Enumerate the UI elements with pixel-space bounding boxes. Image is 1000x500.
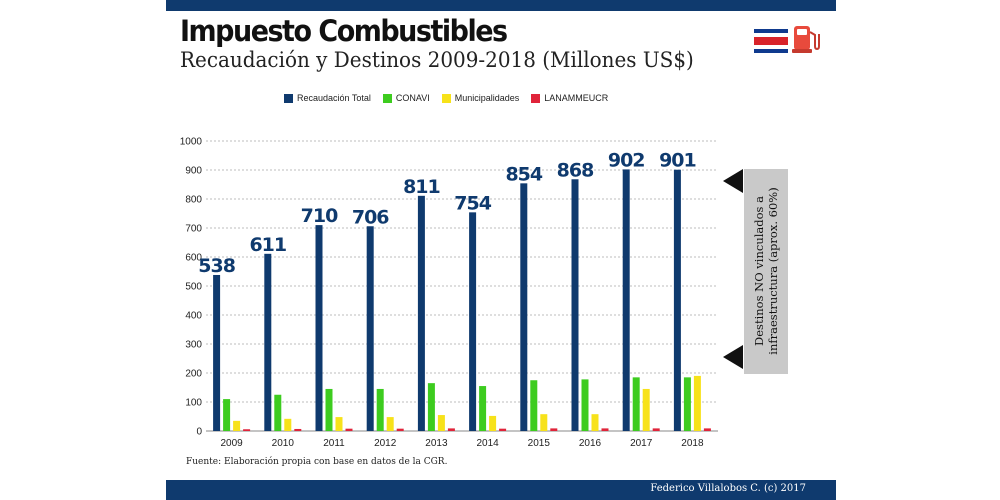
x-tick-label: 2014 [476, 438, 499, 449]
data-label: 901 [659, 150, 696, 172]
x-tick-label: 2011 [323, 438, 345, 449]
bar-conavi [479, 386, 487, 431]
bar-lanammeucr [652, 428, 660, 431]
bar-lanammeucr [703, 428, 711, 431]
bar-recaudaci-n-total [469, 212, 477, 431]
bottom-bar: Federico Villalobos C. (c) 2017 [166, 480, 836, 500]
fuel-pump-icon [792, 26, 820, 53]
bar-lanammeucr [243, 429, 251, 431]
data-label: 710 [301, 205, 338, 227]
legend-swatch [284, 93, 293, 103]
bar-municipalidades [437, 415, 445, 431]
y-tick-label: 1000 [180, 137, 203, 148]
legend-label: Municipalidades [454, 93, 520, 103]
legend-label: LANAMMEUCR [544, 93, 609, 103]
bar-conavi [581, 379, 589, 431]
bar-recaudaci-n-total [366, 226, 374, 431]
bar-conavi [325, 388, 333, 431]
x-tick-label: 2010 [272, 438, 295, 449]
data-label: 902 [608, 149, 645, 171]
bar-conavi [274, 394, 282, 431]
y-tick-label: 600 [185, 253, 202, 264]
legend-item-municipalidades: Municipalidades [441, 93, 520, 103]
slide: Impuesto Combustibles Recaudación y Dest… [166, 0, 836, 500]
legend-swatch [382, 93, 392, 103]
bar-lanammeucr [294, 428, 302, 431]
x-tick-label: 2009 [220, 438, 243, 449]
y-tick-label: 900 [185, 166, 202, 177]
callout-box: Destinos NO vinculados a infraestructura… [744, 169, 788, 374]
data-label: 706 [352, 206, 389, 228]
y-tick-label: 100 [185, 398, 202, 409]
data-label: 811 [403, 176, 440, 198]
credit-text: Federico Villalobos C. (c) 2017 [650, 483, 806, 494]
bar-conavi [683, 377, 691, 431]
legend-item-lanamme: LANAMMEUCR [531, 93, 608, 103]
bar-municipalidades [284, 418, 292, 431]
page-title: Impuesto Combustibles [180, 14, 508, 48]
source-note: Fuente: Elaboración propia con base en d… [186, 457, 448, 467]
legend-item-conavi: CONAVI [382, 93, 430, 103]
x-tick-label: 2013 [425, 438, 448, 449]
top-bar [166, 0, 836, 11]
bar-chart: 0 100 200 300 400 500 600 700 800 900 1000 2009 538 2… [180, 137, 718, 449]
bar-conavi [427, 383, 435, 431]
bar-conavi [376, 388, 384, 431]
y-tick-label: 300 [185, 340, 202, 351]
bar-recaudaci-n-total [315, 225, 323, 431]
bar-municipalidades [233, 420, 241, 431]
y-tick-label: 0 [196, 427, 202, 438]
bar-municipalidades [642, 388, 650, 431]
bar-recaudaci-n-total [417, 195, 425, 431]
x-tick-label: 2015 [528, 438, 551, 449]
bar-recaudaci-n-total [213, 274, 221, 431]
bar-conavi [530, 380, 538, 431]
bar-recaudaci-n-total [571, 179, 579, 431]
bar-municipalidades [386, 417, 394, 431]
legend-label: Recaudación Total [297, 93, 371, 103]
x-tick-label: 2016 [579, 438, 602, 449]
y-tick-label: 200 [185, 369, 202, 380]
bar-municipalidades [693, 375, 701, 431]
bar-lanammeucr [345, 428, 353, 431]
bar-lanammeucr [601, 428, 609, 431]
x-tick-label: 2012 [374, 438, 397, 449]
page-subtitle: Recaudación y Destinos 2009-2018 (Millon… [180, 48, 694, 72]
bar-lanammeucr [396, 428, 404, 431]
chart-legend: Recaudación Total CONAVI Municipalidades… [284, 93, 608, 103]
bar-recaudaci-n-total [264, 253, 272, 431]
callout-arrow-bottom [723, 345, 743, 369]
data-label: 538 [198, 255, 235, 277]
bar-municipalidades [591, 414, 599, 431]
bar-lanammeucr [447, 428, 455, 431]
callout-text: Destinos NO vinculados a infraestructura… [752, 187, 780, 355]
bar-recaudaci-n-total [673, 169, 681, 431]
data-label: 611 [249, 234, 286, 256]
x-tick-label: 2018 [681, 438, 704, 449]
costa-rica-flag-icon [754, 29, 788, 53]
bar-recaudaci-n-total [622, 169, 630, 432]
y-tick-label: 400 [185, 311, 202, 322]
bar-municipalidades [489, 415, 497, 431]
callout-arrow-top [723, 169, 743, 193]
bar-lanammeucr [499, 428, 507, 431]
data-label: 754 [454, 192, 491, 214]
legend-label: CONAVI [395, 93, 430, 103]
y-tick-label: 800 [185, 195, 202, 206]
bar-municipalidades [335, 417, 343, 431]
data-label: 868 [557, 159, 594, 181]
data-label: 854 [505, 163, 542, 185]
x-tick-label: 2017 [630, 438, 653, 449]
bar-conavi [223, 399, 231, 431]
bar-lanammeucr [550, 428, 558, 431]
legend-item-recaudacion: Recaudación Total [284, 93, 371, 103]
bar-conavi [632, 377, 640, 431]
y-tick-label: 500 [185, 282, 202, 293]
legend-swatch [441, 93, 451, 103]
bar-recaudaci-n-total [520, 183, 528, 431]
bar-municipalidades [540, 414, 548, 431]
legend-swatch [531, 93, 541, 103]
y-tick-label: 700 [185, 224, 202, 235]
